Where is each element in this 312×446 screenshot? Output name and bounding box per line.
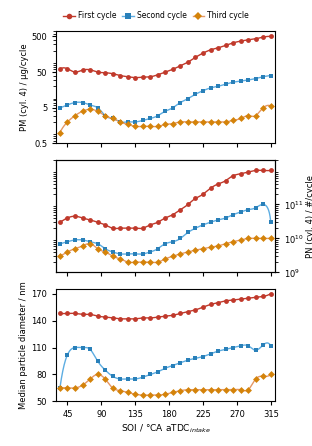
X-axis label: SOI / °CA aTDC$_{intake}$: SOI / °CA aTDC$_{intake}$ [120,422,210,435]
Y-axis label: PM (cyl. 4) / μg/cycle: PM (cyl. 4) / μg/cycle [20,44,29,131]
Y-axis label: Median particle diameter / nm: Median particle diameter / nm [19,281,28,409]
Y-axis label: PN (cyl. 4) / #/cycle: PN (cyl. 4) / #/cycle [306,175,312,258]
Legend: First cycle, Second cycle, Third cycle: First cycle, Second cycle, Third cycle [60,8,252,23]
